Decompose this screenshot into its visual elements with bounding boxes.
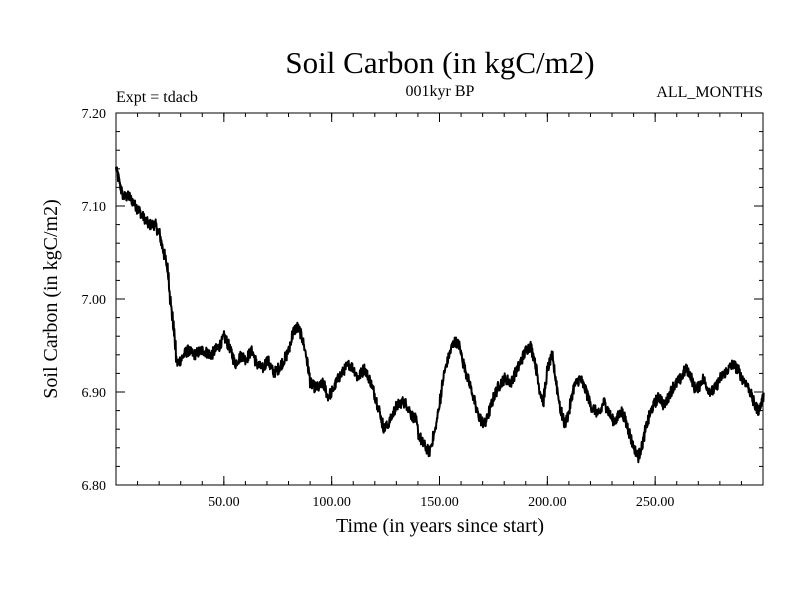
x-tick-label: 200.00	[528, 495, 567, 510]
y-tick-label: 6.80	[82, 479, 107, 494]
y-axis-label: Soil Carbon (in kgC/m2)	[40, 199, 62, 398]
y-tick-label: 6.90	[82, 386, 107, 401]
soil-carbon-line	[115, 166, 765, 464]
tick-labels: 50.00 100.00 150.00 200.00 250.00 6.80 6.90 7.0…	[82, 107, 675, 510]
x-tick-label: 50.00	[208, 495, 240, 510]
y-tick-label: 7.00	[82, 293, 107, 308]
chart-subtitle: 001kyr BP	[406, 83, 475, 100]
plot-frame	[115, 112, 764, 486]
axis-ticks	[116, 112, 763, 486]
y-tick-label: 7.10	[82, 200, 107, 215]
x-tick-label: 250.00	[636, 495, 675, 510]
chart-title: Soil Carbon (in kgC/m2)	[285, 45, 594, 80]
x-tick-label: 150.00	[420, 495, 459, 510]
months-label: ALL_MONTHS	[656, 84, 763, 101]
y-tick-label: 7.20	[82, 107, 107, 122]
experiment-label: Expt = tdacb	[116, 89, 198, 106]
x-axis-label: Time (in years since start)	[336, 515, 544, 537]
x-tick-label: 100.00	[312, 495, 351, 510]
